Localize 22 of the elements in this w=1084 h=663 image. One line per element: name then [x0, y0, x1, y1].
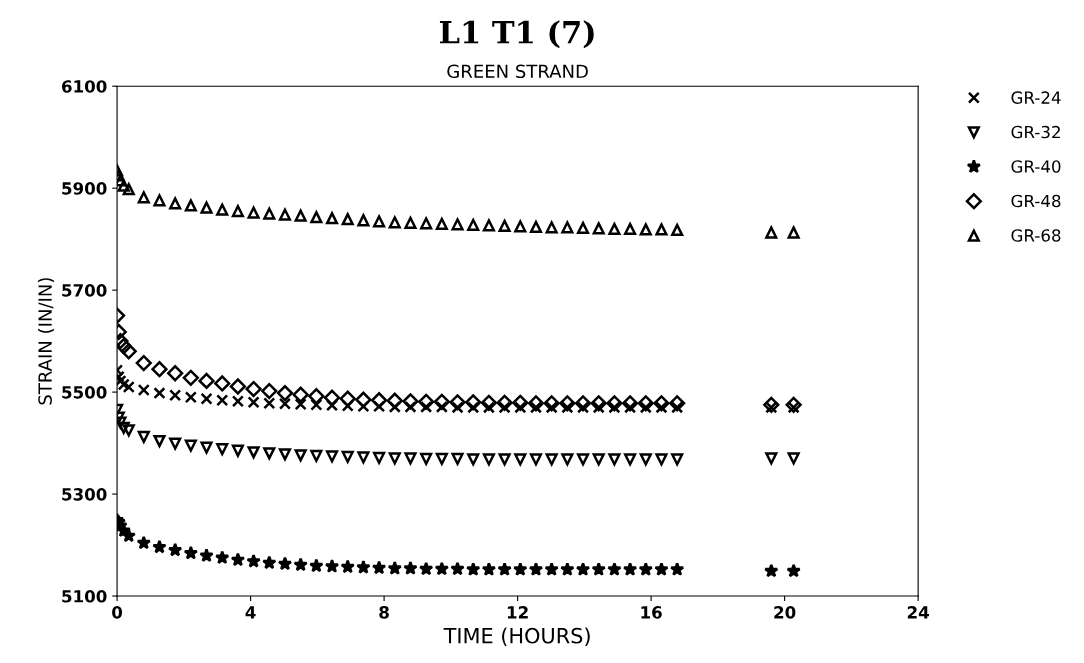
y-tick-label: 6100 — [62, 80, 107, 93]
y-tick-label: 5100 — [62, 590, 107, 603]
y-tick-label: 5500 — [62, 386, 107, 399]
legend-label: GR-32 — [1011, 125, 1060, 139]
y-axis-title: STRAIN (IN/IN) — [37, 278, 55, 405]
legend-label: GR-40 — [1011, 160, 1061, 173]
y-tick-label: 5900 — [62, 182, 107, 195]
x-axis-title: TIME (HOURS) — [443, 627, 590, 647]
x-tick-label: 12 — [507, 606, 528, 619]
x-tick-label: 0 — [112, 606, 123, 619]
legend-label: GR-24 — [1011, 91, 1061, 104]
chart-title: L1 T1 (7) — [439, 20, 594, 49]
chart-subtitle: GREEN STRAND — [447, 64, 588, 79]
x-tick-label: 4 — [245, 606, 256, 619]
y-tick-label: 5300 — [62, 488, 107, 501]
x-tick-label: 8 — [379, 606, 389, 619]
x-tick-label: 16 — [641, 606, 662, 619]
x-tick-label: 24 — [907, 606, 929, 619]
legend-label: GR-68 — [1011, 229, 1061, 242]
y-tick-label: 5700 — [62, 284, 107, 297]
legend-label: GR-48 — [1011, 194, 1061, 208]
x-tick-label: 20 — [774, 606, 796, 619]
